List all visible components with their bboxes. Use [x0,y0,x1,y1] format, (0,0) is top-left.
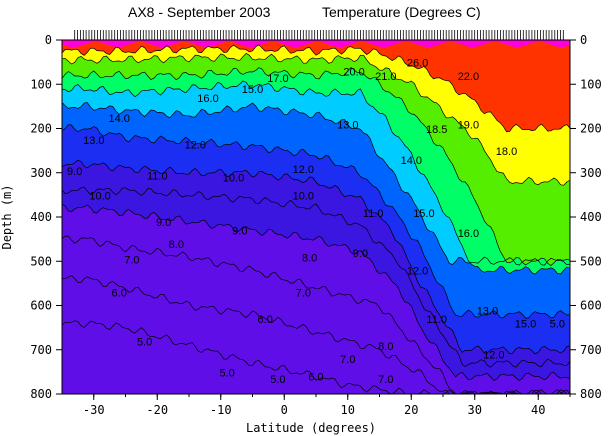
x-tick-label: 20 [404,403,418,417]
contour-label: 19.0 [458,120,479,132]
y-tick-label: 300 [30,166,52,180]
contour-label: 14.0 [401,155,422,167]
y-tick-label-right: 200 [580,122,602,136]
isotherm-line-layer [62,44,570,394]
contour-label: 9.0 [156,217,171,229]
y-tick-label-right: 100 [580,77,602,91]
contour-label: 9.0 [353,248,368,260]
contour-label: 26.0 [407,58,428,70]
contour-label: 8.0 [302,252,317,264]
y-tick-label: 100 [30,77,52,91]
x-tick-label: -10 [210,403,232,417]
isotherm-line-14 [62,102,570,266]
isotherm-line-24 [62,44,570,133]
contour-label: 16.0 [197,93,218,105]
y-tick-label-right: 300 [580,166,602,180]
isotherm-line-6 [62,275,570,394]
contour-label: 20.0 [343,66,364,78]
isotherm-line-10 [62,159,570,355]
x-tick-label: 10 [341,403,355,417]
y-tick-label-right: 500 [580,254,602,268]
x-axis-label: Latitude (degrees) [246,421,376,435]
contour-label: 11.0 [363,208,384,220]
y-tick-label: 0 [45,33,52,47]
station-cast-ticks [74,30,564,40]
contour-label: 10.0 [293,190,314,202]
y-tick-label-right: 700 [580,343,602,357]
contour-label-layer: 26.0 22.0 17.0 16.0 15.0 14.0 13.0 12.0 11.0 10.0… [67,58,565,386]
x-tick-label: -30 [83,403,105,417]
contour-label: 18.5 [426,124,447,136]
contour-label: 12.0 [293,164,314,176]
x-tick-label: -20 [146,403,168,417]
fill-band-24 [62,40,570,132]
y-axis-label: Depth (m) [0,184,14,249]
contour-label: 15.0 [515,319,536,331]
contour-label: 5.0 [137,336,152,348]
contour-label: 12.0 [185,139,206,151]
x-axis: -30 -20 -10 0 10 20 30 40 [83,394,571,417]
contour-label: 5.0 [219,367,234,379]
x-tick-label: 0 [281,403,288,417]
contour-label: 12.0 [407,266,428,278]
isotherm-line-21 [62,52,570,186]
y-tick-label: 500 [30,254,52,268]
y-tick-label-right: 400 [580,210,602,224]
isotherm-line-16 [62,80,570,275]
contour-label: 13.0 [337,120,358,132]
contour-label: 5.0 [550,319,565,331]
y-tick-label: 400 [30,210,52,224]
contour-label: 9.0 [67,166,82,178]
contour-label: 11.0 [147,170,168,182]
isotherm-line-7 [62,235,570,394]
contour-label: 22.0 [458,71,479,83]
x-tick-label: 30 [468,403,482,417]
chart-subtitle: Temperature (Degrees C) [322,4,481,20]
contour-label: 7.0 [378,374,393,386]
y-tick-label: 200 [30,122,52,136]
contour-label: 14.0 [108,113,129,125]
contour-label: 12.0 [483,350,504,362]
contour-label: 13.0 [477,305,498,317]
contour-label: 16.0 [458,228,479,240]
y-tick-label-right: 0 [580,33,587,47]
contour-label: 13.0 [83,135,104,147]
contour-label: 17.0 [267,73,288,85]
contour-label: 8.0 [378,341,393,353]
contour-label: 18.0 [496,146,517,158]
contour-label: 10.0 [223,173,244,185]
contour-label: 8.0 [169,239,184,251]
y-tick-label: 700 [30,343,52,357]
contour-label: 6.0 [258,314,273,326]
fill-band-warmest [62,40,570,48]
isotherm-line-8 [62,203,570,381]
temperature-fill-layer [62,40,570,394]
contour-label: 6.0 [308,372,323,384]
y-tick-label: 600 [30,299,52,313]
isotherm-line-18 [62,67,570,266]
contour-label: 7.0 [296,288,311,300]
isotherm-line-9 [62,186,570,368]
contour-label: 15.0 [242,84,263,96]
chart-title: AX8 - September 2003 [128,4,271,20]
contour-label: 11.0 [426,314,447,326]
contour-label: 7.0 [340,354,355,366]
y-tick-label: 800 [30,387,52,401]
contour-label: 6.0 [112,288,127,300]
y-tick-label-right: 800 [580,387,602,401]
x-tick-label: 40 [531,403,545,417]
contour-label: 21.0 [375,71,396,83]
y-tick-label-right: 600 [580,299,602,313]
isotherm-line-12 [62,124,570,319]
contour-label: 5.0 [270,374,285,386]
contour-label: 10.0 [89,190,110,202]
contour-label: 7.0 [124,255,139,267]
y-axis: 0 0 100 100 200 200 300 300 400 400 500 500 600 600 70… [30,33,601,401]
contour-label: 15.0 [413,208,434,220]
contour-label: 9.0 [232,226,247,238]
